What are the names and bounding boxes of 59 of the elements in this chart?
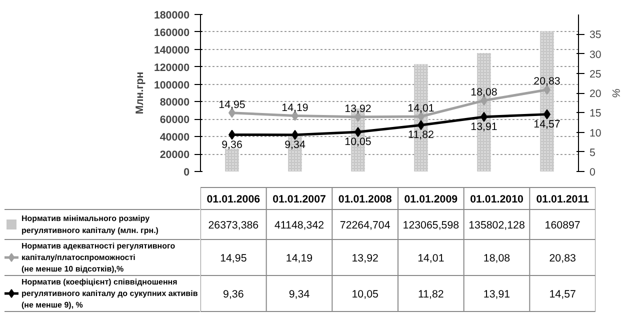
data-label: 14,57 (549, 288, 576, 300)
data-label: 18,08 (483, 252, 510, 264)
y-tick-label: 20000 (160, 149, 190, 162)
y-tick-label: 100000 (154, 79, 190, 92)
legend-label: Норматив мінімального розміру регулятивного капіталу (млн. грн.) (22, 214, 159, 235)
y2-tick-label: 5 (590, 146, 596, 159)
legend-label: Норматив адекватності регулятивного капіталу/платоспроможності (не менше 10 відсотків),% (22, 241, 176, 274)
legend-label: Норматив (коефіцієнт) співвідношення регулятивного капіталу до сукупних активів (не менше 9), % (22, 277, 198, 310)
data-label: 14,95 (220, 252, 247, 264)
data-label: 26373,386 (208, 220, 259, 232)
data-label: 11,82 (418, 288, 444, 300)
text: 13,91 (470, 120, 498, 133)
text: 14,19 (282, 102, 308, 114)
data-label: 135802,128 (468, 220, 525, 232)
data-label: 9,36 (223, 288, 244, 300)
data-label: 72264,704 (340, 220, 390, 232)
y2-tick-label: 15 (590, 108, 602, 120)
data-label: 9,34 (288, 288, 310, 300)
y2-tick-label: 20 (590, 88, 602, 100)
y2-tick-label: 25 (590, 68, 602, 80)
text: 14,01 (408, 102, 434, 115)
text: 11,82 (408, 129, 434, 142)
y-tick-label: 60000 (160, 114, 190, 126)
text: 20,83 (534, 76, 560, 88)
text: 9,34 (284, 138, 306, 151)
text: 13,92 (344, 102, 372, 115)
text: 14,95 (218, 98, 246, 111)
x-tick-label: 01.01.2008 (338, 194, 392, 206)
y-tick-label: 80000 (160, 96, 190, 109)
data-label: 14,01 (418, 252, 444, 264)
data-label: 13,92 (352, 252, 378, 264)
y-tick-label: 180000 (154, 10, 190, 22)
y-tick-label: 0 (184, 166, 190, 178)
y-tick-label: 120000 (154, 62, 190, 74)
data-label: 123065,598 (402, 220, 460, 232)
data-label: 160897 (544, 220, 580, 232)
y-tick-label: 160000 (154, 26, 190, 39)
x-tick-label: 01.01.2009 (404, 194, 458, 206)
y2-axis-title: % (609, 88, 622, 98)
y-tick-label: 140000 (154, 44, 190, 56)
data-label: 41148,342 (274, 220, 324, 232)
text: 9,36 (222, 138, 242, 151)
y2-tick-label: 30 (590, 48, 602, 61)
x-tick-label: 01.01.2007 (272, 194, 326, 206)
x-tick-label: 01.01.2011 (536, 194, 590, 206)
x-tick-label: 01.01.2010 (470, 194, 524, 206)
y2-tick-label: 10 (590, 127, 602, 140)
data-label: 14,19 (286, 252, 313, 264)
data-label: 20,83 (549, 252, 576, 264)
text: 14,57 (534, 118, 560, 130)
y-tick-label: 40000 (160, 132, 190, 144)
x-tick-label: 01.01.2006 (206, 194, 260, 206)
text: 10,05 (344, 136, 372, 148)
y2-tick-label: 0 (590, 166, 596, 178)
data-label: 13,91 (483, 288, 510, 300)
data-label: 10,05 (352, 288, 378, 300)
y-axis-title: Млн.грн (134, 72, 146, 114)
y2-tick-label: 35 (590, 29, 602, 42)
text: 18,08 (470, 86, 498, 99)
